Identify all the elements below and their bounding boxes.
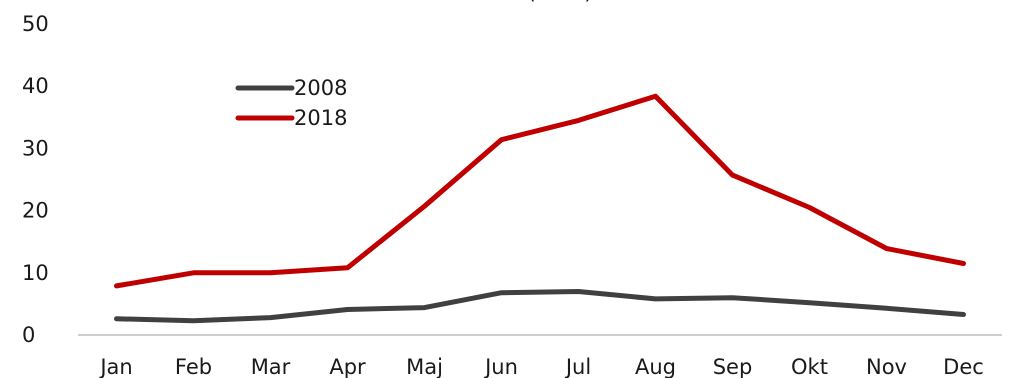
series-lines (114, 93, 966, 324)
y-tick-labels: 0 10 20 30 40 50 (22, 12, 49, 347)
x-tick-label: Aug (635, 355, 676, 378)
chart-title: (… …) (527, 0, 592, 4)
x-tick-label: Sep (713, 355, 753, 378)
x-tick-label: Jun (483, 355, 518, 378)
y-tick-label: 30 (22, 136, 49, 160)
y-tick-label: 10 (22, 261, 49, 285)
y-tick-label: 40 (22, 74, 49, 98)
x-tick-label: Jul (564, 355, 591, 378)
series-line-2018 (114, 93, 966, 289)
legend: 2008 2018 (235, 76, 347, 130)
y-tick-label: 20 (22, 199, 49, 223)
x-tick-label: Apr (329, 355, 366, 378)
y-tick-label: 50 (22, 12, 49, 36)
x-tick-label: Feb (175, 355, 212, 378)
x-tick-label: Nov (866, 355, 907, 378)
y-tick-label: 0 (22, 323, 35, 347)
x-tick-label: Jan (98, 355, 132, 378)
legend-label-2018: 2018 (294, 106, 347, 130)
x-tick-label: Maj (406, 355, 443, 378)
x-tick-label: Okt (791, 355, 828, 378)
legend-label-2008: 2008 (294, 76, 347, 100)
x-tick-label: Dec (943, 355, 984, 378)
series-line-2008 (114, 289, 966, 324)
x-tick-label: Mar (251, 355, 291, 378)
x-tick-labels: Jan Feb Mar Apr Maj Jun Jul Aug Sep Okt Nov Dec (98, 355, 984, 378)
